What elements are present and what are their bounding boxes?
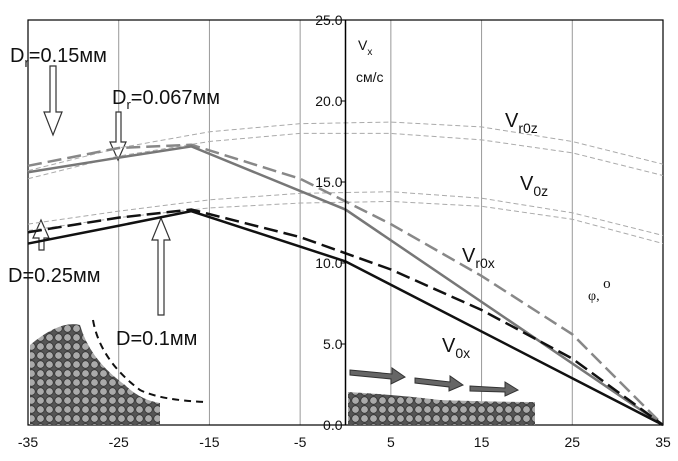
- x-tick-label: -5: [294, 434, 307, 450]
- ann-sub: 0z: [533, 183, 548, 199]
- y-tick-label: 5.0: [323, 336, 343, 352]
- ann-sub: r: [126, 97, 131, 112]
- ann-sub: r0x: [475, 255, 494, 271]
- ann-rest: =0.067мм: [131, 87, 220, 109]
- annotation: D=0.1мм: [116, 328, 197, 350]
- annotation: Vr0x: [462, 245, 495, 271]
- ann-main: V: [462, 245, 476, 267]
- x-tick-label: 15: [474, 434, 490, 450]
- ann-main: D: [10, 45, 24, 67]
- ann-sub: r: [24, 55, 29, 70]
- y-label-sub: x: [367, 47, 372, 58]
- y-tick-label: 0.0: [323, 417, 343, 433]
- y-tick-label: 20.0: [315, 93, 342, 109]
- y-tick-label: 25.0: [315, 12, 342, 28]
- x-tick-label: -35: [18, 434, 38, 450]
- x-tick-label: 25: [564, 434, 580, 450]
- annotation: V0z: [520, 173, 548, 199]
- flow-arrows: [349, 367, 520, 397]
- x-tick-label: -25: [109, 434, 129, 450]
- y-tick-label: 10.0: [315, 255, 342, 271]
- gravel-bed: [348, 392, 535, 425]
- y-tick-label: 15.0: [315, 174, 342, 190]
- ann-main: V: [505, 110, 519, 132]
- ann-sup: o: [603, 276, 611, 292]
- ann-main: V: [520, 173, 534, 195]
- y-axis-unit: см/с: [356, 69, 384, 85]
- ann-sub: 0x: [455, 345, 470, 361]
- series-line: [27, 209, 664, 427]
- flow-path: [92, 319, 206, 403]
- annotation: D=0.25мм: [8, 265, 101, 287]
- series-line: [27, 191, 664, 236]
- y-axis-label: Vx: [358, 37, 372, 58]
- gravel-slope: [30, 324, 160, 425]
- ann-main: φ,: [588, 289, 603, 304]
- annotation: Vr0z: [505, 110, 538, 136]
- ann-main: D: [112, 87, 126, 109]
- x-tick-label: -15: [199, 434, 219, 450]
- series-line: [27, 145, 664, 427]
- ann-main: V: [442, 335, 456, 357]
- annotation: Dr=0.15мм: [10, 45, 107, 70]
- y-label-main: V: [358, 37, 368, 53]
- annotation: Dr=0.067мм: [112, 87, 220, 112]
- ann-rest: =0.15мм: [29, 45, 107, 67]
- ann-sub: r0z: [518, 120, 537, 136]
- annotation: φ, o: [588, 276, 611, 304]
- x-tick-label: 5: [387, 434, 395, 450]
- x-tick-label: 35: [655, 434, 671, 450]
- annotation: V0x: [442, 335, 470, 361]
